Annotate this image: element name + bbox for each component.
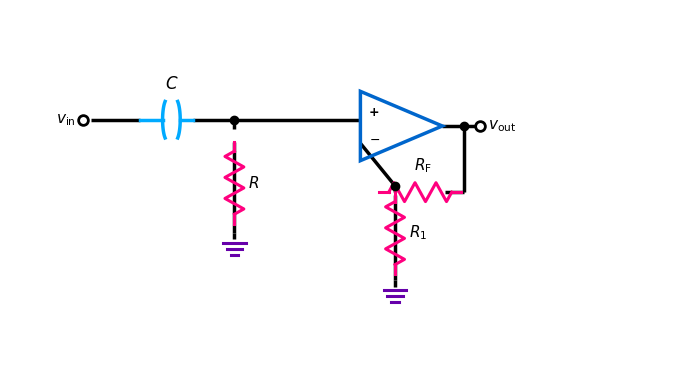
Text: $v_\mathrm{in}$: $v_\mathrm{in}$ — [56, 112, 76, 127]
Text: $R_\mathrm{F}$: $R_\mathrm{F}$ — [415, 156, 432, 175]
Text: $v_\mathrm{out}$: $v_\mathrm{out}$ — [488, 118, 516, 134]
Text: $-$: $-$ — [369, 133, 380, 146]
Text: +: + — [369, 105, 379, 119]
Text: $R_1$: $R_1$ — [409, 224, 428, 242]
Text: $R$: $R$ — [248, 175, 260, 191]
Text: $C$: $C$ — [165, 75, 178, 93]
